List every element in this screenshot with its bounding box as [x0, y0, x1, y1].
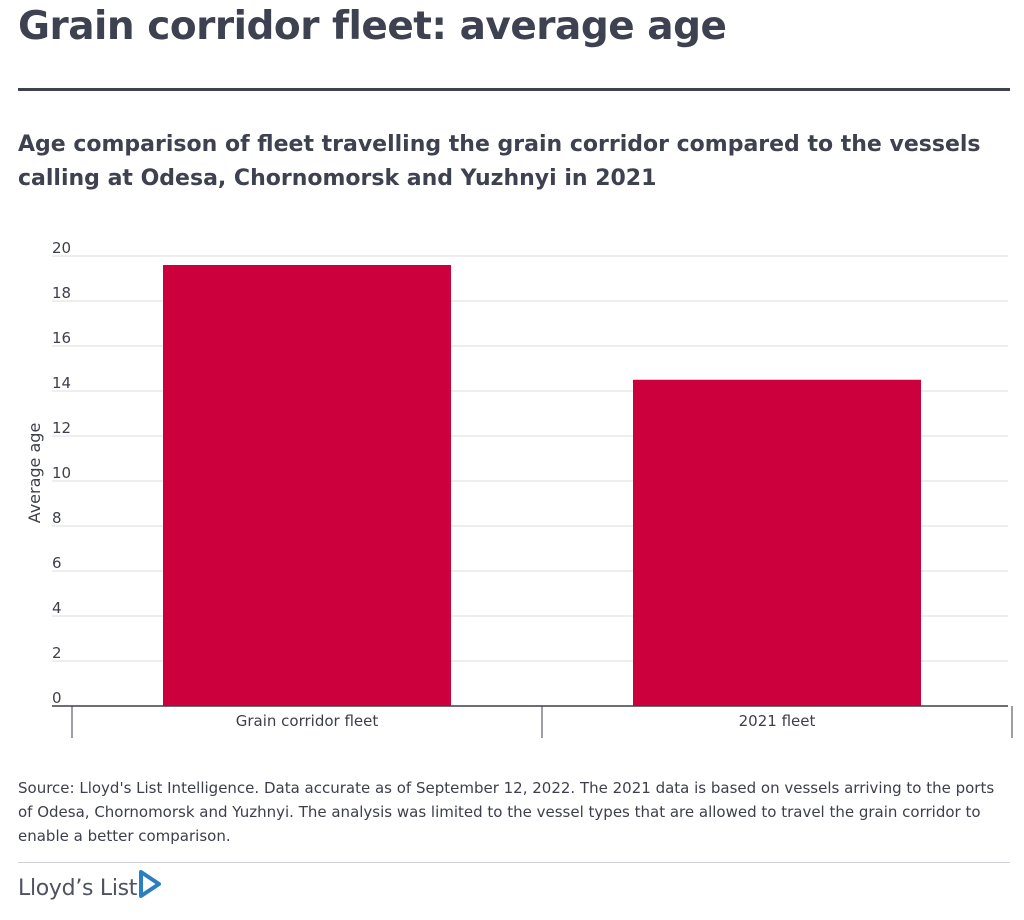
y-tick-label: 6	[52, 554, 62, 572]
brand-logo: Lloyd’s List	[18, 868, 162, 908]
bar-1	[163, 265, 451, 706]
brand-name: Lloyd’s List	[18, 875, 138, 901]
y-tick-label: 16	[52, 329, 71, 347]
title-divider	[18, 88, 1010, 91]
play-arrow-icon	[139, 870, 162, 898]
footer-divider	[18, 862, 1010, 863]
y-tick-label: 12	[52, 419, 71, 437]
y-axis-label: Average age	[25, 423, 44, 524]
y-tick-label: 10	[52, 464, 71, 482]
y-tick-label: 0	[52, 689, 62, 707]
source-note: Source: Lloyd's List Intelligence. Data …	[18, 779, 995, 845]
y-tick-label: 4	[52, 599, 62, 617]
y-tick-label: 14	[52, 374, 71, 392]
x-axis	[52, 705, 1013, 738]
y-tick-label: 8	[52, 509, 62, 527]
x-tick-label: 2021 fleet	[739, 712, 816, 730]
y-tick-labels: 0 2 4 6 8 10 12 14 16 18 20	[52, 239, 71, 707]
bars	[163, 265, 921, 706]
chart-title: Grain corridor fleet: average age	[18, 4, 727, 49]
y-tick-label: 20	[52, 239, 71, 257]
x-tick-labels: Grain corridor fleet 2021 fleet	[236, 712, 816, 730]
bar-2	[633, 379, 921, 706]
y-tick-label: 18	[52, 284, 71, 302]
y-tick-label: 2	[52, 644, 62, 662]
bar-chart: 0 2 4 6 8 10 12 14 16 18 20 Grain corridor fleet 20…	[25, 239, 1013, 738]
chart-subtitle: Age comparison of fleet travelling the g…	[18, 132, 981, 191]
x-tick-label: Grain corridor fleet	[236, 712, 379, 730]
